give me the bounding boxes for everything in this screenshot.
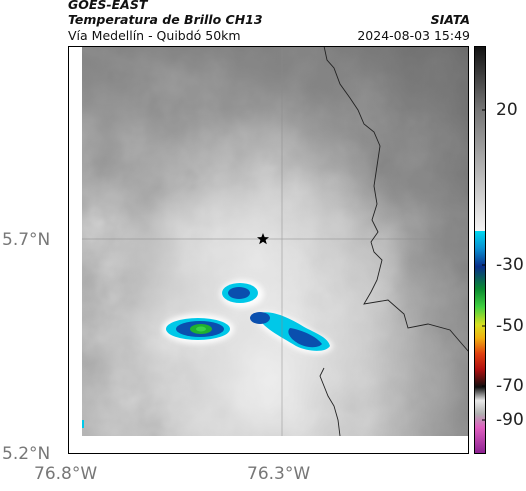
colorbar-label-minus70: -70 bbox=[496, 376, 524, 396]
cold-cloud-cores bbox=[82, 280, 333, 428]
route-subtitle: Vía Medellín - Quibdó 50km bbox=[68, 28, 241, 43]
colorbar-label-minus30: -30 bbox=[496, 255, 524, 275]
colorbar-label-minus50: -50 bbox=[496, 316, 524, 336]
colorbar-label-20: 20 bbox=[496, 100, 518, 120]
latitude-label-5-2: 5.2°N bbox=[2, 444, 51, 464]
department-border bbox=[319, 46, 469, 437]
colorbar-label-minus90: -90 bbox=[496, 410, 524, 430]
satellite-name: GOES-EAST bbox=[68, 0, 148, 12]
longitude-label-76-3: 76.3°W bbox=[247, 464, 311, 484]
timestamp-label: 2024-08-03 15:49 bbox=[357, 28, 470, 43]
satellite-map bbox=[68, 46, 469, 454]
latitude-label-5-7: 5.7°N bbox=[2, 230, 51, 250]
longitude-label-76-8: 76.8°W bbox=[34, 464, 98, 484]
organization-label: SIATA bbox=[430, 12, 470, 27]
graticule bbox=[82, 46, 469, 436]
product-title: Temperatura de Brillo CH13 bbox=[68, 12, 263, 27]
cloud-image bbox=[82, 46, 469, 436]
temperature-colorbar bbox=[474, 46, 486, 454]
star-icon bbox=[257, 233, 269, 245]
